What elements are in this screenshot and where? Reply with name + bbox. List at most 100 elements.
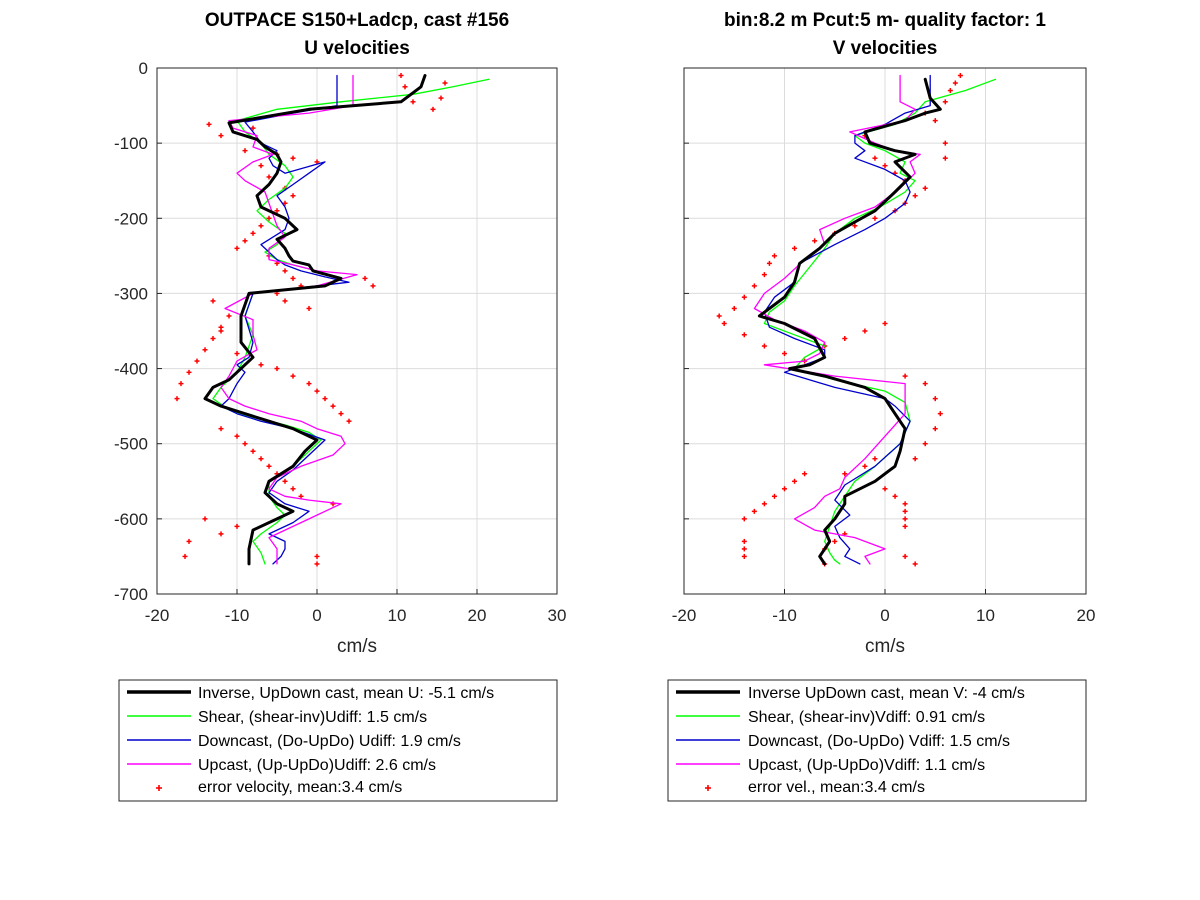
- v-error-point: [741, 546, 747, 552]
- v-legend-label-error: error vel., mean:3.4 cm/s: [748, 779, 925, 796]
- v-error-point: [751, 283, 757, 289]
- v-error-point: [932, 118, 938, 124]
- u-series-inverse-line: [203, 74, 427, 566]
- v-error-point: [922, 441, 928, 447]
- v-error-point: [902, 501, 908, 507]
- v-error-point: [942, 99, 948, 105]
- u-error-point: [438, 95, 444, 101]
- u-x-tick-label: 0: [312, 606, 321, 625]
- u-series-upcast-line: [220, 74, 358, 565]
- u-error-point: [330, 403, 336, 409]
- panel-v-velocities: bin:8.2 m Pcut:5 m- quality factor: 1 V …: [672, 10, 1096, 657]
- u-error-point: [290, 275, 296, 281]
- v-error-point: [721, 320, 727, 326]
- u-error-point: [306, 381, 312, 387]
- u-error-point: [314, 388, 320, 394]
- u-error-point: [218, 328, 224, 334]
- panel-u-velocities: OUTPACE S150+Ladcp, cast #156 U velociti…: [114, 10, 566, 657]
- u-error-point: [306, 305, 312, 311]
- v-x-tick-label: 0: [880, 606, 889, 625]
- u-error-point: [346, 418, 352, 424]
- v-legend-swatch-error: [705, 785, 711, 791]
- v-error-point: [782, 351, 787, 357]
- v-series-downcast-line: [763, 74, 931, 565]
- v-error-point: [771, 493, 777, 499]
- u-error-point: [274, 208, 280, 214]
- v-error-point: [902, 516, 908, 522]
- u-error-point: [330, 501, 336, 507]
- v-error-point: [902, 523, 908, 529]
- u-error-point: [242, 441, 248, 447]
- u-error-point: [210, 336, 216, 342]
- u-error-point: [234, 523, 240, 529]
- u-error-point: [250, 448, 256, 454]
- u-legend: Inverse, UpDown cast, mean U: -5.1 cm/s …: [118, 679, 558, 802]
- u-legend-label-inverse: Inverse, UpDown cast, mean U: -5.1 cm/s: [198, 685, 494, 702]
- u-y-tick-label: -400: [114, 360, 148, 379]
- u-error-point: [182, 553, 188, 559]
- v-error-point: [862, 328, 868, 334]
- u-error-point: [186, 538, 192, 544]
- u-error-point: [338, 411, 344, 417]
- u-error-point: [298, 493, 304, 499]
- v-error-point: [922, 185, 928, 191]
- v-error-point: [741, 553, 747, 559]
- u-series-error: [174, 73, 448, 567]
- u-error-point: [410, 99, 416, 105]
- v-error-point: [882, 320, 888, 326]
- u-y-tick-label: -600: [114, 510, 148, 529]
- u-error-point: [290, 193, 296, 199]
- v-legend-label-inverse: Inverse UpDown cast, mean V: -4 cm/s: [748, 685, 1025, 702]
- u-error-point: [362, 275, 368, 281]
- u-error-point: [282, 298, 288, 304]
- u-error-point: [218, 133, 224, 139]
- v-error-point: [922, 381, 928, 387]
- v-x-tick-label: -10: [772, 606, 797, 625]
- u-error-point: [186, 369, 192, 375]
- u-error-point: [290, 155, 296, 161]
- u-gridlines: [157, 68, 557, 594]
- v-error-point: [802, 471, 808, 477]
- u-error-point: [266, 463, 272, 469]
- u-error-point: [202, 347, 208, 353]
- u-panel-title-line2: U velocities: [304, 38, 410, 59]
- u-error-point: [282, 200, 288, 206]
- v-error-point: [761, 501, 767, 507]
- u-error-point: [250, 230, 256, 236]
- u-error-point: [442, 80, 448, 86]
- u-error-point: [250, 125, 256, 131]
- u-error-point: [322, 396, 328, 402]
- u-x-axis-label: cm/s: [337, 636, 377, 657]
- v-error-point: [942, 155, 948, 161]
- v-series-error: [716, 73, 963, 567]
- u-x-tick-label: 10: [388, 606, 407, 625]
- u-error-point: [258, 223, 264, 229]
- v-error-point: [792, 478, 798, 484]
- v-error-point: [761, 343, 767, 349]
- u-error-point: [266, 215, 272, 221]
- v-error-point: [902, 508, 908, 514]
- v-error-point: [766, 260, 772, 266]
- v-error-point: [882, 163, 888, 169]
- u-legend-label-error: error velocity, mean:3.4 cm/s: [198, 779, 402, 796]
- v-panel-title-line1: bin:8.2 m Pcut:5 m- quality factor: 1: [724, 10, 1046, 31]
- u-error-point: [242, 148, 248, 154]
- v-x-axis-label: cm/s: [865, 636, 905, 657]
- u-error-point: [370, 283, 376, 289]
- u-error-point: [402, 84, 408, 90]
- u-tick-labels: -20 -10 0 10 20 300-100-200-300-400-500-600-7…: [114, 59, 566, 625]
- v-legend-label-shear: Shear, (shear-inv)Vdiff: 0.91 cm/s: [748, 709, 985, 726]
- u-legend-label-downcast: Downcast, (Do-UpDo) Udiff: 1.9 cm/s: [198, 733, 461, 750]
- v-error-point: [792, 245, 798, 251]
- u-y-tick-label: -700: [114, 585, 148, 604]
- v-error-point: [852, 223, 858, 229]
- u-error-point: [242, 238, 248, 244]
- u-error-point: [258, 163, 264, 169]
- u-y-tick-label: 0: [139, 59, 148, 78]
- u-error-point: [290, 486, 296, 492]
- u-error-point: [174, 396, 180, 402]
- u-error-point: [314, 561, 320, 567]
- v-error-point: [872, 456, 878, 462]
- u-error-point: [218, 426, 224, 432]
